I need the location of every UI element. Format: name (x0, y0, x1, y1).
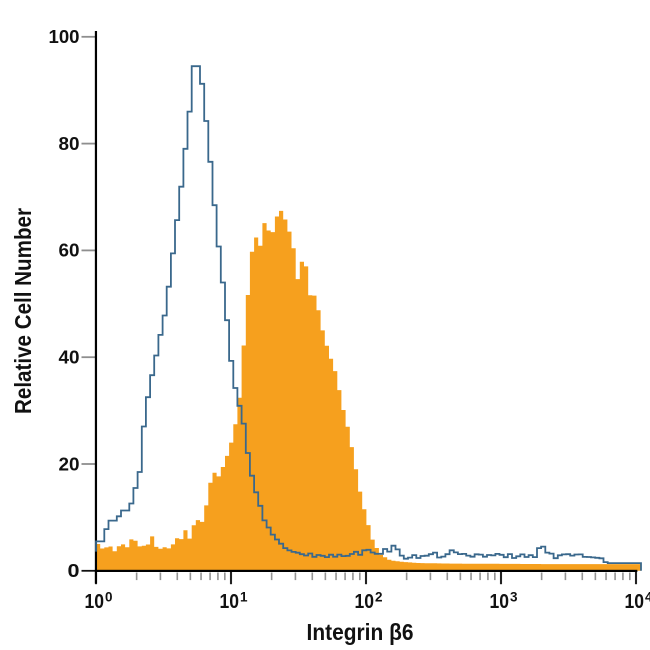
svg-text:20: 20 (59, 453, 80, 474)
svg-text:40: 40 (59, 347, 80, 368)
svg-text:3: 3 (510, 590, 518, 605)
svg-text:10: 10 (355, 590, 375, 613)
svg-text:10: 10 (490, 590, 510, 613)
svg-text:1: 1 (240, 590, 248, 605)
svg-text:4: 4 (645, 590, 650, 605)
svg-text:10: 10 (85, 590, 105, 613)
svg-text:100: 100 (49, 26, 80, 47)
svg-text:60: 60 (59, 240, 80, 261)
svg-text:10: 10 (625, 590, 645, 613)
svg-text:0: 0 (105, 590, 113, 605)
svg-text:2: 2 (375, 590, 383, 605)
svg-text:0: 0 (68, 560, 80, 581)
svg-text:Integrin β6: Integrin β6 (307, 619, 414, 645)
svg-text:80: 80 (59, 133, 80, 154)
svg-text:10: 10 (220, 590, 240, 613)
svg-text:Relative Cell Number: Relative Cell Number (10, 208, 36, 414)
